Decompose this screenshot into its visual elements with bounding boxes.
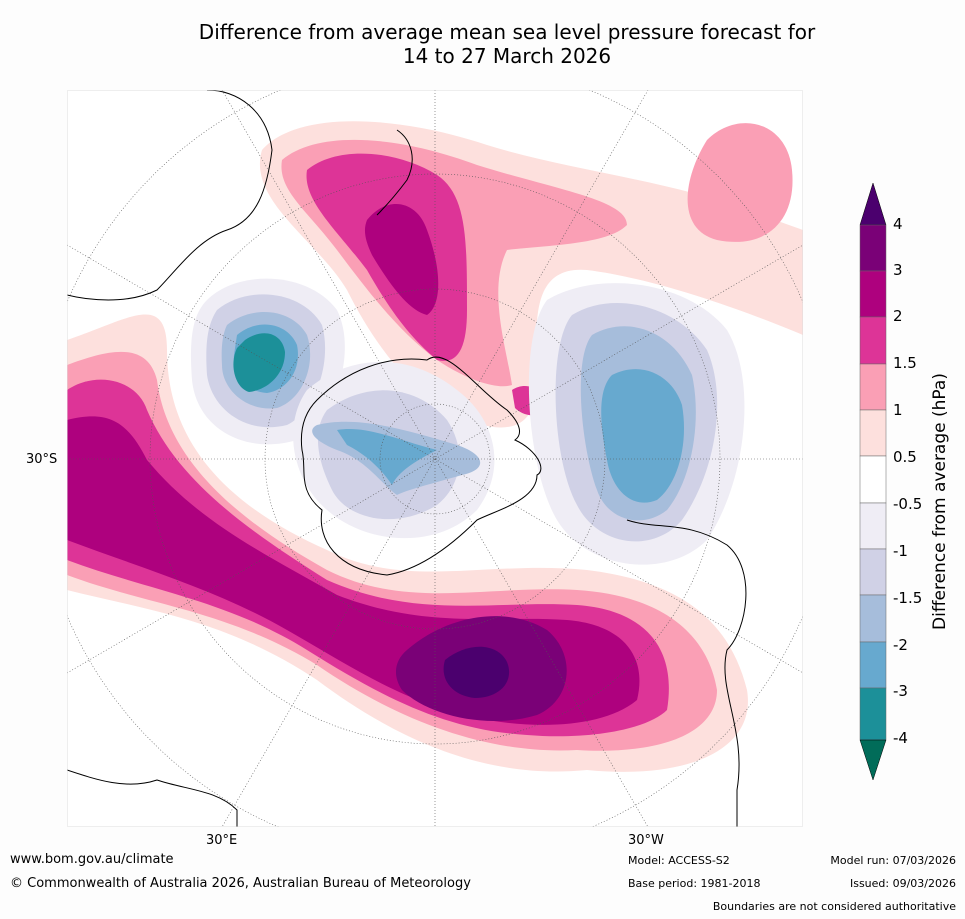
colorbar-tick-label: -1 xyxy=(893,542,908,560)
bin-2-3 xyxy=(859,270,887,318)
pressure-anomaly-map xyxy=(67,90,803,827)
colorbar-tick-label: -4 xyxy=(893,729,908,747)
bin-1-5-2 xyxy=(859,316,887,365)
antarctica-coast xyxy=(300,356,542,576)
africa-coast xyxy=(67,769,238,827)
new-zealand-coast xyxy=(376,129,413,216)
colorbar-extend-top xyxy=(859,182,887,226)
positive-anomaly-indian-ocean xyxy=(67,314,748,772)
colorbar-bins xyxy=(859,224,887,741)
footer-issued: Issued: 09/03/2026 xyxy=(849,877,956,890)
bin-3-4 xyxy=(859,224,887,272)
positive-anomaly-tasman xyxy=(259,121,803,428)
longitude-label-east: 30°E xyxy=(206,833,238,848)
latitude-label: 30°S xyxy=(26,452,58,467)
graticule xyxy=(67,90,803,827)
negative-anomaly-south-pacific xyxy=(528,283,745,565)
colorbar-title: Difference from average (hPa) xyxy=(930,373,950,630)
colorbar xyxy=(859,182,887,781)
colorbar-tick-label: 4 xyxy=(893,215,903,233)
colorbar-tick-label: -0.5 xyxy=(893,495,923,513)
colorbar-extend-bottom xyxy=(859,739,887,781)
negative-anomaly-antarctica xyxy=(293,361,495,539)
coastlines xyxy=(67,90,747,827)
bin-m1-5-m1 xyxy=(859,548,887,596)
colorbar-tick-label: 2 xyxy=(893,307,903,325)
title-line-2: 14 to 27 March 2026 xyxy=(402,44,612,68)
title-line-1: Difference from average mean sea level p… xyxy=(198,20,816,44)
footer-base-period: Base period: 1981-2018 xyxy=(628,877,761,890)
bin-m2-m1-5 xyxy=(859,594,887,643)
bin-m3-m2 xyxy=(859,641,887,689)
footer-model-run: Model run: 07/03/2026 xyxy=(830,854,956,867)
south-america-coast xyxy=(626,519,747,827)
longitude-label-west: 30°W xyxy=(628,833,664,848)
footer-copyright: © Commonwealth of Australia 2026, Austra… xyxy=(10,876,471,891)
map-title: Difference from average mean sea level p… xyxy=(0,20,965,68)
footer-disclaimer: Boundaries are not considered authoritat… xyxy=(712,900,956,913)
footer-url[interactable]: www.bom.gov.au/climate xyxy=(10,852,174,867)
colorbar-tick-label: -2 xyxy=(893,636,908,654)
map-frame xyxy=(67,90,803,827)
colorbar-tick-label: -1.5 xyxy=(893,589,923,607)
contour-4 xyxy=(443,646,510,698)
colorbar-tick-label: -3 xyxy=(893,682,908,700)
bin-neutral xyxy=(859,455,887,504)
bin-m4-m3 xyxy=(859,687,887,741)
bin-m1-m0-5 xyxy=(859,502,887,550)
colorbar-tick-label: 1 xyxy=(893,401,903,419)
footer-model: Model: ACCESS-S2 xyxy=(628,854,730,867)
bin-0-5-1 xyxy=(859,409,887,457)
colorbar-tick-label: 3 xyxy=(893,261,903,279)
australia-coast xyxy=(67,90,273,301)
colorbar-tick-label: 0.5 xyxy=(893,448,917,466)
bin-1-1-5 xyxy=(859,363,887,411)
colorbar-tick-label: 1.5 xyxy=(893,354,917,372)
